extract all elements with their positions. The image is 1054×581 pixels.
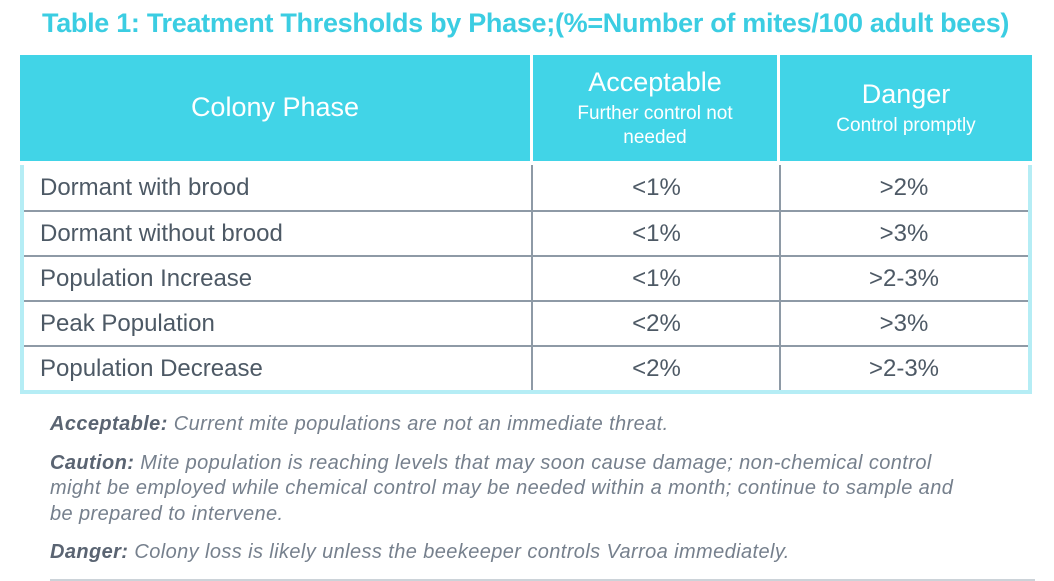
legend-notes: Acceptable: Current mite populations are …	[50, 412, 990, 566]
header-sublabel-danger: Control promptly	[836, 114, 976, 136]
header-label-colony-phase: Colony Phase	[190, 92, 360, 123]
note-danger: Danger: Colony loss is likely unless the …	[50, 540, 955, 566]
cell-phase: Population Decrease	[40, 354, 263, 382]
note-acceptable: Acceptable: Current mite populations are …	[50, 412, 955, 438]
note-term: Acceptable:	[50, 413, 168, 435]
table-row: Population Increase <1% >2-3%	[24, 255, 1028, 300]
table-title: Table 1: Treatment Thresholds by Phase;(…	[42, 8, 1010, 38]
cell-acceptable: <1%	[632, 264, 681, 292]
cell-danger: >3%	[879, 309, 929, 337]
cell-danger: >2-3%	[868, 264, 940, 292]
cell-phase: Dormant with brood	[40, 173, 250, 201]
note-text: Current mite populations are not an imme…	[173, 413, 669, 435]
table-row: Dormant without brood <1% >3%	[24, 210, 1028, 255]
header-cell-danger: Danger Control promptly	[780, 55, 1032, 161]
cell-phase: Population Increase	[40, 264, 253, 292]
cell-acceptable: <1%	[632, 173, 681, 201]
note-text: Mite population is reaching levels that …	[50, 451, 954, 525]
note-text: Colony loss is likely unless the beekeep…	[134, 541, 790, 564]
cell-phase: Peak Population	[40, 309, 215, 337]
cell-acceptable: <2%	[632, 354, 681, 382]
table-body: Dormant with brood <1% >2% Dormant witho…	[20, 165, 1032, 394]
cell-danger: >2%	[879, 173, 929, 201]
cell-acceptable: <2%	[632, 309, 681, 337]
header-cell-acceptable: Acceptable Further control not needed	[533, 55, 780, 161]
header-label-acceptable: Acceptable	[588, 66, 722, 97]
cell-phase: Dormant without brood	[40, 219, 283, 247]
header-label-danger: Danger	[861, 78, 951, 109]
cell-danger: >3%	[879, 219, 929, 247]
table-row: Population Decrease <2% >2-3%	[24, 345, 1028, 390]
column-divider	[779, 165, 781, 390]
column-divider	[531, 165, 533, 390]
cell-danger: >2-3%	[868, 354, 940, 382]
cell-acceptable: <1%	[632, 219, 681, 247]
table-row: Peak Population <2% >3%	[24, 300, 1028, 345]
header-sublabel-acceptable: Further control not needed	[577, 102, 733, 148]
table-header-row: Colony Phase Acceptable Further control …	[20, 55, 1032, 161]
header-cell-colony-phase: Colony Phase	[20, 55, 533, 161]
note-term: Caution:	[50, 451, 135, 474]
note-caution: Caution: Mite population is reaching leve…	[50, 451, 955, 528]
table-row: Dormant with brood <1% >2%	[24, 165, 1028, 210]
note-term: Danger:	[50, 541, 129, 564]
